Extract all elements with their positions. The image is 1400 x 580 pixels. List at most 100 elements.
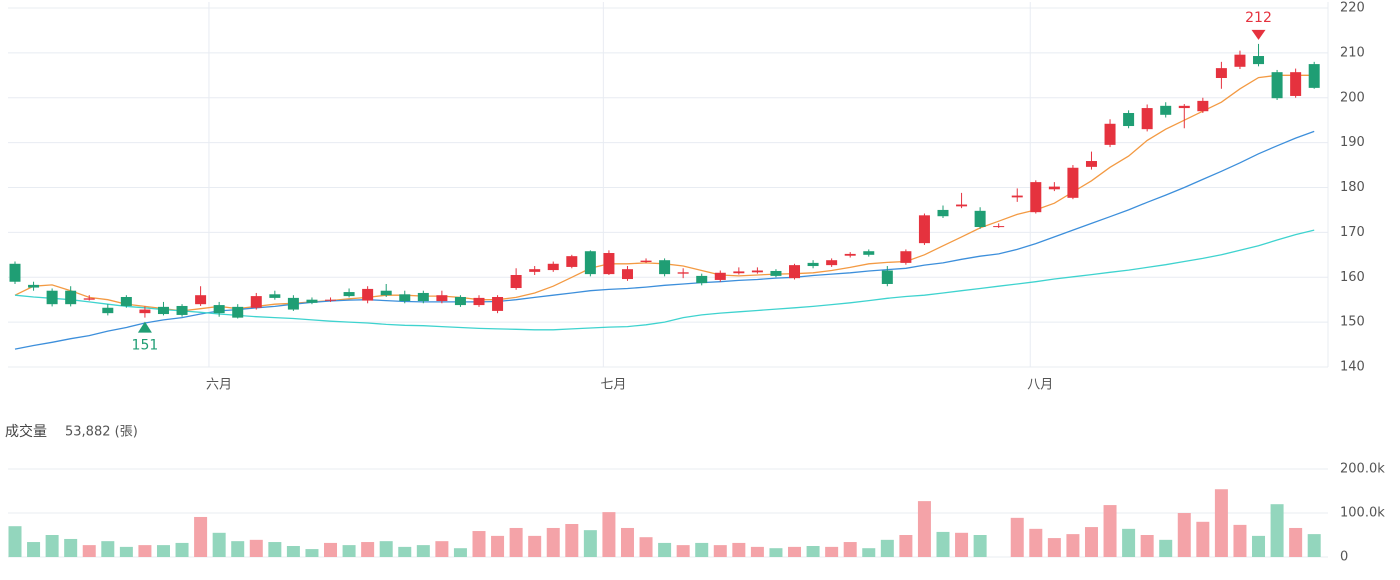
volume-bar [305, 549, 319, 557]
candle-body [399, 294, 411, 302]
candle-body [46, 290, 58, 305]
volume-bar [602, 512, 616, 557]
candle-body [733, 271, 745, 274]
volume-bar [379, 541, 393, 557]
y-tick-label: 190 [1340, 135, 1365, 150]
candle-body [1178, 105, 1190, 109]
volume-bar [64, 538, 78, 557]
volume-bar [1122, 528, 1136, 557]
candle-body [807, 262, 819, 267]
volume-bar [1159, 539, 1173, 557]
x-tick-label: 六月 [206, 378, 232, 393]
candle-body [9, 263, 21, 282]
volume-bar [8, 526, 22, 557]
candle-body [1067, 167, 1079, 198]
volume-bar [658, 542, 672, 557]
volume-bar [973, 535, 987, 557]
y-tick-label: 200 [1340, 90, 1365, 105]
volume-bar [491, 535, 505, 557]
candle-body [1197, 100, 1209, 112]
volume-bar [82, 545, 96, 557]
volume-bar [231, 541, 245, 557]
ma-line [14, 229, 1315, 331]
candle-body [770, 270, 782, 276]
volume-bar [175, 542, 189, 557]
volume-value: 53,882 (張) [65, 425, 138, 440]
x-tick-label: 八月 [1027, 378, 1053, 393]
volume-bar [732, 542, 746, 557]
x-tick-label: 七月 [600, 378, 626, 393]
candle-body [492, 296, 504, 311]
candle-body [454, 296, 466, 306]
candle-body [937, 209, 949, 217]
candle-body [28, 284, 40, 288]
candle-body [974, 210, 986, 227]
candle-body [250, 296, 262, 308]
candle-body [176, 305, 188, 315]
candle-body [1290, 72, 1302, 96]
volume-bar [1177, 513, 1191, 557]
candle-body [659, 260, 671, 275]
volume-bar [101, 541, 115, 557]
volume-bar [119, 546, 133, 557]
candle-body [380, 290, 392, 296]
volume-bar [565, 524, 579, 557]
candle-body [306, 299, 318, 303]
volume-bar [620, 527, 634, 557]
volume-bar [416, 545, 430, 557]
y-tick-label: 140 [1340, 360, 1365, 375]
candle-body [1253, 56, 1265, 65]
volume-bar [546, 527, 560, 557]
y-tick-label: 180 [1340, 180, 1365, 195]
candle-body [640, 260, 652, 262]
candle-body [473, 297, 485, 306]
volume-bar [806, 546, 820, 557]
volume-bar [324, 542, 338, 557]
candle-body [510, 275, 522, 289]
volume-bar [750, 546, 764, 557]
volume-bar [249, 539, 263, 557]
max-label: 212 [1245, 10, 1272, 26]
volume-bar [138, 545, 152, 557]
candle-body [918, 215, 930, 244]
candle-body [102, 307, 114, 314]
volume-bar [194, 516, 208, 557]
volume-bar [453, 548, 467, 557]
candle-body [1308, 64, 1320, 88]
candle-body [362, 288, 374, 301]
volume-bar [156, 545, 170, 557]
candle-body [993, 226, 1005, 228]
volume-bar [1252, 535, 1266, 557]
ma-line [14, 130, 1315, 350]
candle-body [696, 275, 708, 284]
volume-bar [268, 542, 282, 557]
candle-body [956, 204, 968, 207]
candle-body [844, 253, 856, 256]
candle-body [1160, 105, 1172, 115]
candle-body [603, 253, 615, 275]
y-tick-label: 160 [1340, 270, 1365, 285]
min-label: 151 [132, 338, 159, 354]
volume-bar [435, 541, 449, 557]
volume-bar [676, 545, 690, 557]
candle-body [287, 297, 299, 310]
candle-body [863, 251, 875, 255]
candle-body [213, 305, 225, 314]
volume-bar [1103, 505, 1117, 557]
candle-body [195, 295, 207, 305]
volume-bar [398, 546, 412, 557]
candle-body [139, 309, 151, 314]
volume-bar [825, 546, 839, 557]
volume-tick-label: 0 [1340, 550, 1348, 565]
candle-body [1123, 113, 1135, 127]
min-marker [137, 321, 152, 333]
volume-tick-label: 100.0k [1340, 506, 1385, 521]
candle-body [529, 269, 541, 272]
volume-bar [713, 545, 727, 557]
volume-bar [1066, 534, 1080, 557]
candle-body [1030, 182, 1042, 213]
candle-body [621, 269, 633, 280]
candle-body [269, 294, 281, 298]
candle-body [417, 292, 429, 302]
